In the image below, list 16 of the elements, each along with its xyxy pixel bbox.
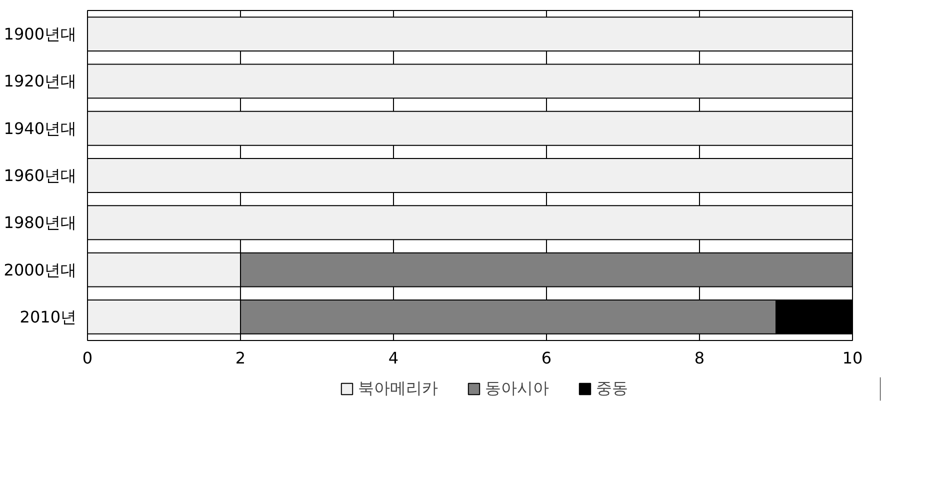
x-tick-label: 8 — [694, 348, 705, 368]
x-tick-label: 2 — [235, 348, 246, 368]
x-tick-label: 4 — [388, 348, 399, 368]
legend-label: 중동 — [596, 378, 628, 399]
y-tick-label: 1940년대 — [4, 118, 76, 138]
x-tick-label: 0 — [82, 348, 93, 368]
y-tick-label: 1980년대 — [4, 213, 76, 232]
y-tick-label: 2000년대 — [4, 260, 76, 280]
y-tick-label: 1900년대 — [4, 24, 76, 44]
legend-label: 동아시아 — [485, 378, 549, 399]
y-tick-label: 2010년 — [20, 307, 76, 326]
legend-label: 북아메리카 — [358, 378, 438, 399]
y-tick-label: 1920년대 — [4, 72, 76, 91]
x-tick-label: 6 — [541, 348, 552, 368]
x-tick-label: 10 — [842, 348, 863, 368]
y-tick-label: 1960년대 — [4, 166, 76, 185]
